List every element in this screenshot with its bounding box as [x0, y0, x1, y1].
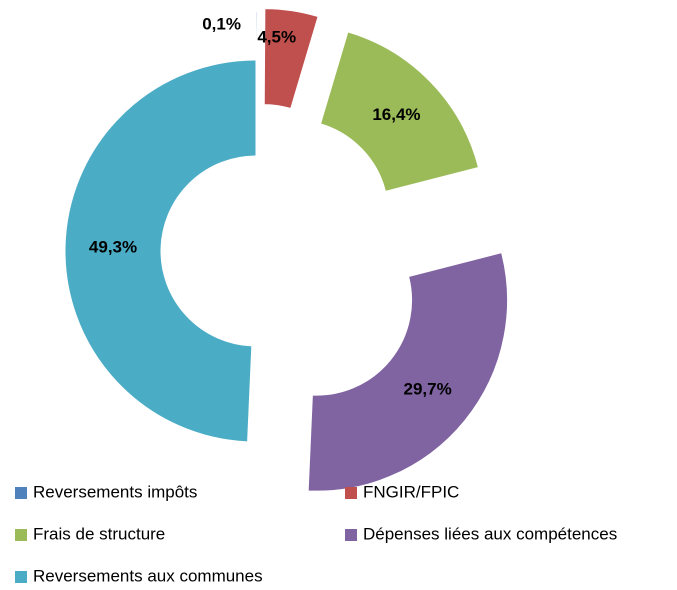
legend-label: Dépenses liées aux compétences [363, 524, 617, 543]
legend-label: FNGIR/FPIC [363, 482, 459, 501]
data-label: 16,4% [372, 105, 420, 124]
legend-swatch [15, 529, 27, 541]
donut-slice [263, 8, 319, 110]
legend-label: Reversements impôts [33, 482, 197, 501]
legend-label: Reversements aux communes [33, 566, 263, 585]
legend-swatch [345, 487, 357, 499]
donut-slice [319, 31, 480, 192]
data-label: 4,5% [257, 28, 296, 47]
data-label: 49,3% [89, 237, 137, 256]
legend-swatch [15, 487, 27, 499]
legend-label: Frais de structure [33, 524, 165, 543]
data-label: 29,7% [404, 380, 452, 399]
donut-slice [64, 59, 257, 443]
donut-slice [307, 252, 509, 492]
legend-swatch [15, 571, 27, 583]
data-label: 0,1% [202, 14, 241, 33]
legend-swatch [345, 529, 357, 541]
